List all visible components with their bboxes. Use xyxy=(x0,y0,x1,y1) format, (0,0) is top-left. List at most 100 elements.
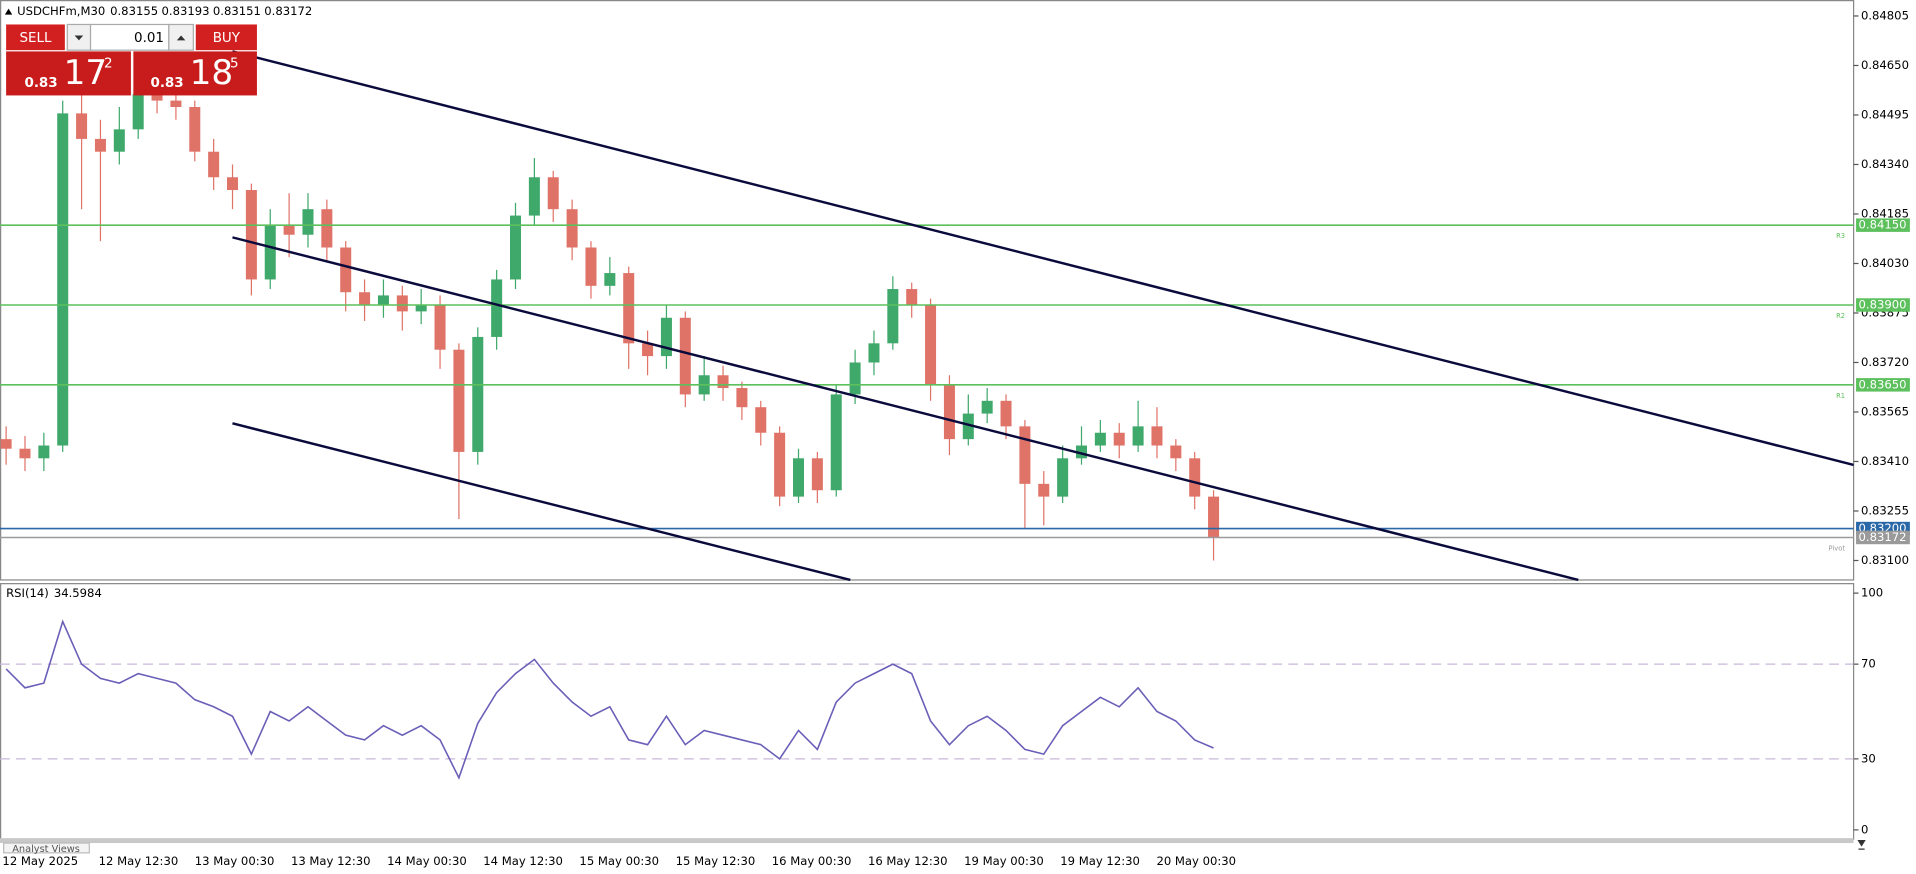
candle-body xyxy=(359,292,371,305)
candle-body xyxy=(302,209,314,235)
trade-panel: SELL 0.01 BUY 0.83 17 2 0.83 18 5 xyxy=(6,23,257,96)
y-tick-label: 0.84650 xyxy=(1861,58,1909,72)
collapse-icon[interactable] xyxy=(4,8,13,15)
level-price-label: 0.84150 xyxy=(1858,218,1906,232)
candle-body xyxy=(453,349,465,452)
candle-body xyxy=(415,304,427,312)
level-price-label: 0.83650 xyxy=(1858,377,1906,391)
x-tick-label: 13 May 12:30 xyxy=(291,854,371,868)
candle-body xyxy=(19,448,31,459)
down-arrow xyxy=(74,35,84,41)
candle-body xyxy=(1000,400,1012,427)
candle-body xyxy=(849,362,861,395)
level-price-box xyxy=(1856,530,1910,545)
y-tick-label: 30 xyxy=(1861,751,1876,765)
bid-box[interactable] xyxy=(6,51,131,96)
candle-body xyxy=(245,190,257,280)
candle-body xyxy=(642,343,654,357)
candle-body xyxy=(566,209,578,248)
x-tick-label: 16 May 12:30 xyxy=(868,854,948,868)
analyst-tab[interactable] xyxy=(3,842,90,854)
volume-up[interactable] xyxy=(168,23,194,51)
candle-body xyxy=(151,94,163,101)
y-tick-label: 100 xyxy=(1861,586,1883,600)
candle-body xyxy=(1151,426,1163,446)
x-tick-label: 13 May 00:30 xyxy=(195,854,275,868)
candle-body xyxy=(321,209,333,248)
candle-body xyxy=(604,273,616,286)
candle-body xyxy=(962,413,974,440)
candle-body xyxy=(377,295,389,305)
ask-box[interactable] xyxy=(133,51,257,96)
rsi-value: 34.5984 xyxy=(54,586,102,600)
ohlc-value: 0.83151 xyxy=(213,4,261,18)
x-tick-label: 15 May 00:30 xyxy=(579,854,659,868)
candle-body xyxy=(170,100,182,107)
candle-body xyxy=(830,394,842,491)
candle-body xyxy=(264,225,276,280)
level-name: Pivot xyxy=(1829,545,1846,553)
x-tick-label: 14 May 00:30 xyxy=(387,854,467,868)
candle-body xyxy=(1075,445,1088,459)
y-tick-label: 70 xyxy=(1861,657,1876,671)
x-tick-label: 20 May 00:30 xyxy=(1156,854,1236,868)
candle-body xyxy=(491,279,503,337)
trend-line xyxy=(232,236,1579,582)
candle-body xyxy=(340,247,352,293)
ohlc-value: 0.83172 xyxy=(264,4,312,18)
volume-value: 0.01 xyxy=(134,31,164,46)
candle-body xyxy=(887,289,899,344)
candle-body xyxy=(1094,432,1106,446)
bid-main: 17 xyxy=(64,53,108,93)
level-price-label: 0.83900 xyxy=(1858,297,1906,311)
sell-button[interactable] xyxy=(6,24,65,51)
y-tick-label: 0.83255 xyxy=(1861,503,1909,517)
sell-label: SELL xyxy=(19,31,52,46)
candle-body xyxy=(113,129,125,152)
candle-body xyxy=(57,113,69,446)
candle-body xyxy=(943,384,955,440)
y-tick-label: 0.84805 xyxy=(1861,8,1909,22)
level-price-box xyxy=(1856,378,1910,392)
x-tick-label: 12 May 2025 xyxy=(2,854,78,868)
candle-body xyxy=(0,439,12,449)
candle-body xyxy=(660,317,672,357)
rsi-title: RSI(14) xyxy=(6,586,49,600)
candle-body xyxy=(925,304,937,385)
x-tick-label: 19 May 12:30 xyxy=(1060,854,1140,868)
candle-body xyxy=(94,138,106,152)
candle-body xyxy=(868,343,880,363)
plot-layer xyxy=(0,75,1854,780)
candle-body xyxy=(792,458,805,497)
main-frame xyxy=(0,0,1855,581)
candle-body xyxy=(679,317,691,395)
bid-small: 2 xyxy=(104,57,113,72)
y-tick-label: 0.84030 xyxy=(1861,256,1909,270)
candle-body xyxy=(623,273,635,344)
candle-body xyxy=(283,225,295,235)
candle-body xyxy=(132,94,144,130)
candle-body xyxy=(76,113,88,139)
scroll-icon[interactable] xyxy=(1857,839,1866,850)
candle-body xyxy=(1113,432,1125,446)
candle-body xyxy=(434,304,446,350)
candle-body xyxy=(1170,445,1182,459)
candle-body xyxy=(1057,458,1069,497)
candle-body xyxy=(227,177,239,191)
candle-body xyxy=(1038,483,1050,497)
buy-button[interactable] xyxy=(195,24,257,51)
level-name: R1 xyxy=(1836,392,1845,400)
candle-body xyxy=(528,177,540,216)
y-tick-label: 0.83410 xyxy=(1861,454,1909,468)
rsi-title: RSI(14) 34.5984 xyxy=(6,586,102,600)
trend-line xyxy=(232,422,851,582)
x-tick-label: 12 May 12:30 xyxy=(99,854,179,868)
candle-body xyxy=(1132,426,1144,446)
panel-splitter xyxy=(0,838,1854,844)
candle-body xyxy=(396,295,408,312)
candle-body xyxy=(906,289,918,305)
rsi-line xyxy=(5,619,1214,780)
